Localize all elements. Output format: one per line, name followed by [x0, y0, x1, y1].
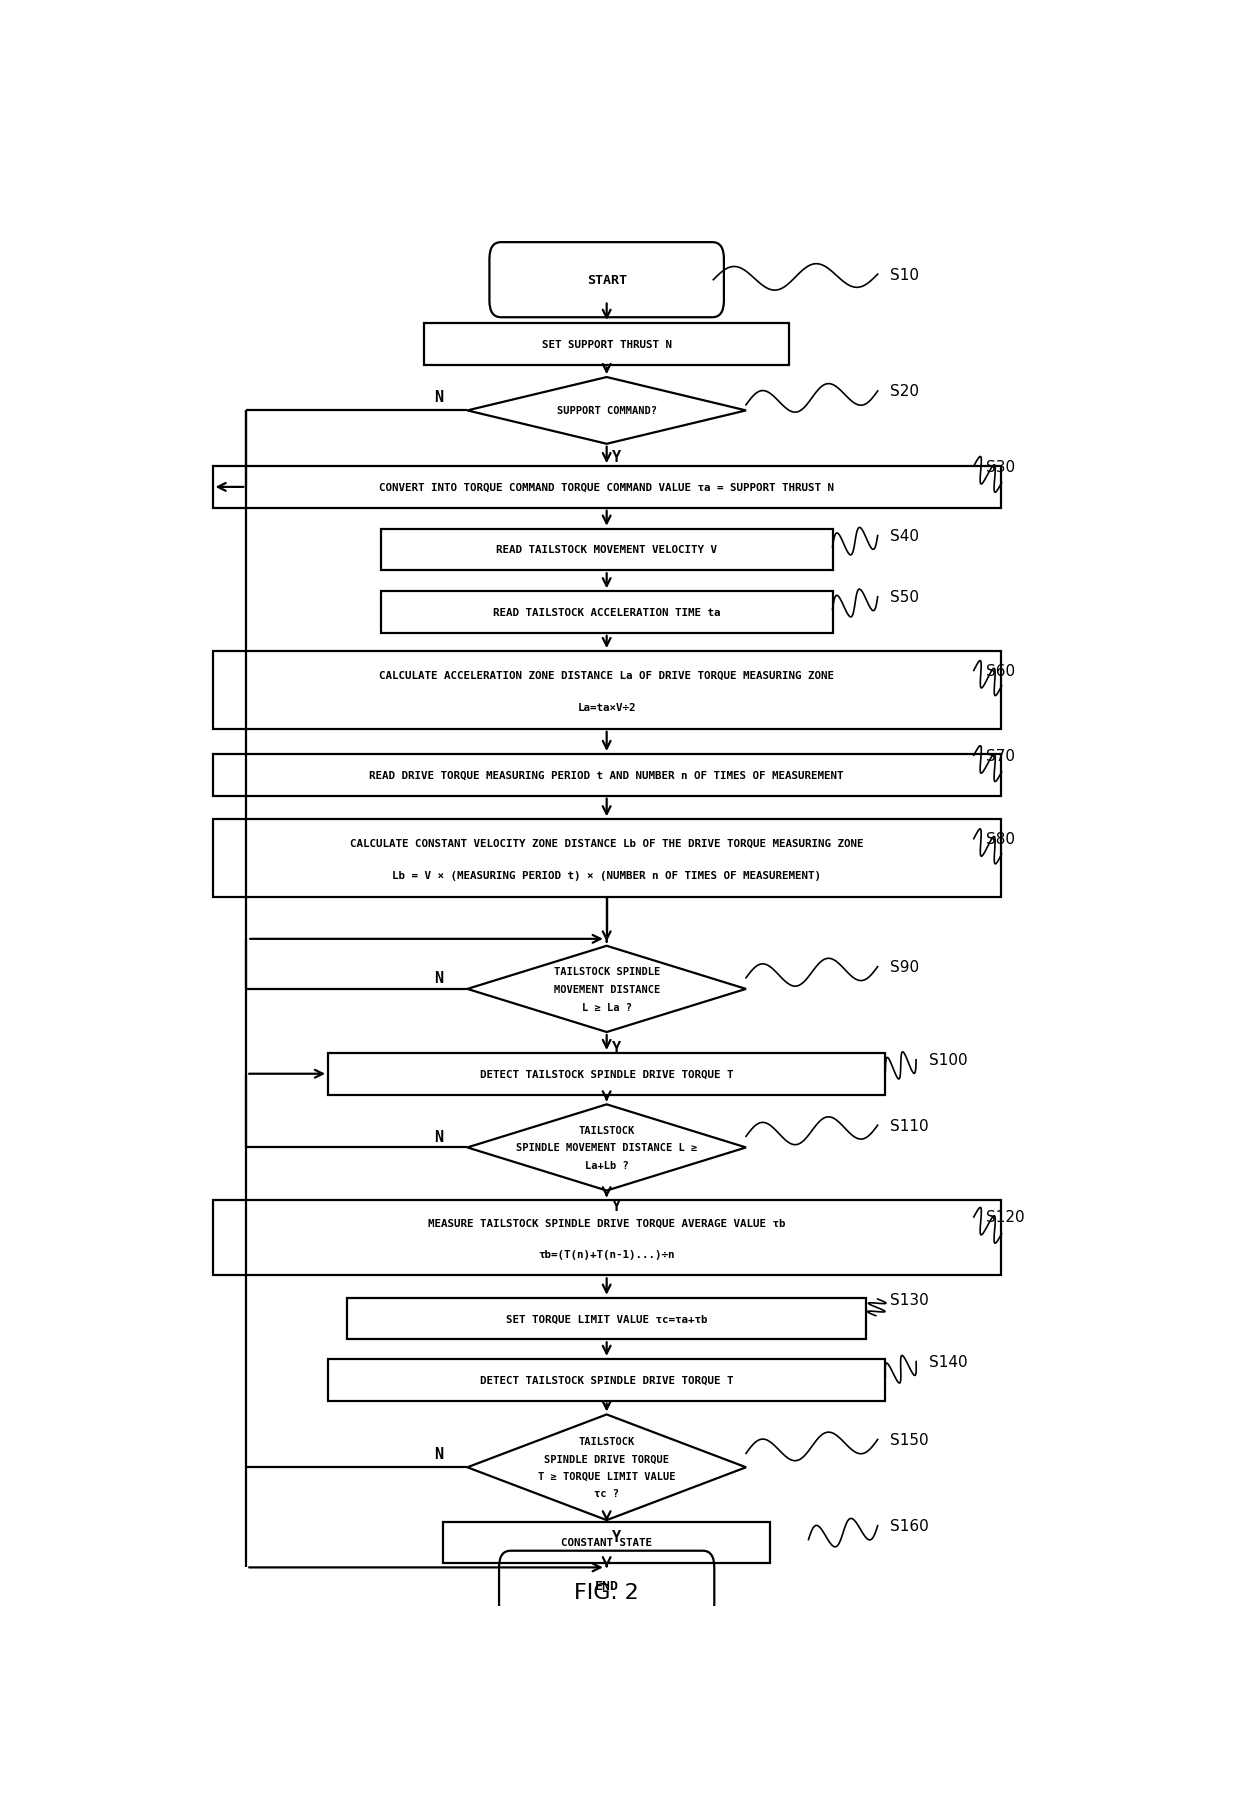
Text: TAILSTOCK: TAILSTOCK [579, 1437, 635, 1446]
Text: τc ?: τc ? [594, 1489, 619, 1498]
Text: N: N [434, 390, 443, 404]
Text: READ DRIVE TORQUE MEASURING PERIOD t AND NUMBER n OF TIMES OF MEASUREMENT: READ DRIVE TORQUE MEASURING PERIOD t AND… [370, 771, 844, 780]
Text: MOVEMENT DISTANCE: MOVEMENT DISTANCE [553, 984, 660, 995]
Text: τb=(T(n)+T(n-1)...)÷n: τb=(T(n)+T(n-1)...)÷n [538, 1249, 675, 1260]
Text: Y: Y [611, 1040, 621, 1056]
Text: L ≥ La ?: L ≥ La ? [582, 1002, 631, 1013]
Text: S40: S40 [890, 529, 919, 543]
Text: MEASURE TAILSTOCK SPINDLE DRIVE TORQUE AVERAGE VALUE τb: MEASURE TAILSTOCK SPINDLE DRIVE TORQUE A… [428, 1218, 785, 1229]
Text: S60: S60 [986, 664, 1016, 679]
Text: CONVERT INTO TORQUE COMMAND TORQUE COMMAND VALUE τa = SUPPORT THRUST N: CONVERT INTO TORQUE COMMAND TORQUE COMMA… [379, 482, 835, 493]
Text: N: N [434, 1446, 443, 1460]
Text: FIG. 2: FIG. 2 [574, 1583, 639, 1603]
Text: S110: S110 [890, 1117, 929, 1134]
Text: SUPPORT COMMAND?: SUPPORT COMMAND? [557, 406, 657, 417]
Text: END: END [595, 1579, 619, 1592]
Text: Y: Y [611, 1529, 621, 1545]
Text: SET SUPPORT THRUST N: SET SUPPORT THRUST N [542, 339, 672, 350]
Text: TAILSTOCK: TAILSTOCK [579, 1125, 635, 1135]
Text: START: START [587, 274, 626, 287]
Text: N: N [434, 1130, 443, 1144]
Text: T ≥ TORQUE LIMIT VALUE: T ≥ TORQUE LIMIT VALUE [538, 1471, 676, 1482]
Text: La=ta×V÷2: La=ta×V÷2 [578, 702, 636, 713]
Text: S20: S20 [890, 384, 919, 399]
Text: CONSTANT STATE: CONSTANT STATE [562, 1538, 652, 1547]
Text: SET TORQUE LIMIT VALUE τc=τa+τb: SET TORQUE LIMIT VALUE τc=τa+τb [506, 1314, 707, 1323]
Text: S160: S160 [890, 1518, 929, 1532]
Text: CALCULATE ACCELERATION ZONE DISTANCE La OF DRIVE TORQUE MEASURING ZONE: CALCULATE ACCELERATION ZONE DISTANCE La … [379, 670, 835, 680]
Text: SPINDLE DRIVE TORQUE: SPINDLE DRIVE TORQUE [544, 1453, 670, 1464]
Text: TAILSTOCK SPINDLE: TAILSTOCK SPINDLE [553, 967, 660, 977]
Text: S90: S90 [890, 960, 919, 975]
Text: SPINDLE MOVEMENT DISTANCE L ≥: SPINDLE MOVEMENT DISTANCE L ≥ [516, 1143, 697, 1153]
Text: READ TAILSTOCK MOVEMENT VELOCITY V: READ TAILSTOCK MOVEMENT VELOCITY V [496, 545, 717, 556]
Text: S130: S130 [890, 1292, 929, 1307]
Text: DETECT TAILSTOCK SPINDLE DRIVE TORQUE T: DETECT TAILSTOCK SPINDLE DRIVE TORQUE T [480, 1375, 733, 1384]
Text: READ TAILSTOCK ACCELERATION TIME ta: READ TAILSTOCK ACCELERATION TIME ta [494, 608, 720, 617]
Text: S80: S80 [986, 832, 1016, 847]
Text: La+Lb ?: La+Lb ? [585, 1161, 629, 1170]
Text: Y: Y [611, 1199, 621, 1213]
Text: N: N [434, 971, 443, 986]
Text: S70: S70 [986, 749, 1016, 764]
Text: Y: Y [611, 449, 621, 464]
Text: S140: S140 [929, 1354, 967, 1370]
Text: S100: S100 [929, 1052, 967, 1069]
Text: S120: S120 [986, 1209, 1025, 1226]
Text: CALCULATE CONSTANT VELOCITY ZONE DISTANCE Lb OF THE DRIVE TORQUE MEASURING ZONE: CALCULATE CONSTANT VELOCITY ZONE DISTANC… [350, 839, 863, 848]
Text: Lb = V × (MEASURING PERIOD t) × (NUMBER n OF TIMES OF MEASUREMENT): Lb = V × (MEASURING PERIOD t) × (NUMBER … [392, 870, 821, 881]
Text: S30: S30 [986, 458, 1016, 475]
Text: DETECT TAILSTOCK SPINDLE DRIVE TORQUE T: DETECT TAILSTOCK SPINDLE DRIVE TORQUE T [480, 1069, 733, 1079]
Text: S150: S150 [890, 1431, 929, 1448]
Text: S50: S50 [890, 590, 919, 605]
Text: S10: S10 [890, 267, 919, 282]
